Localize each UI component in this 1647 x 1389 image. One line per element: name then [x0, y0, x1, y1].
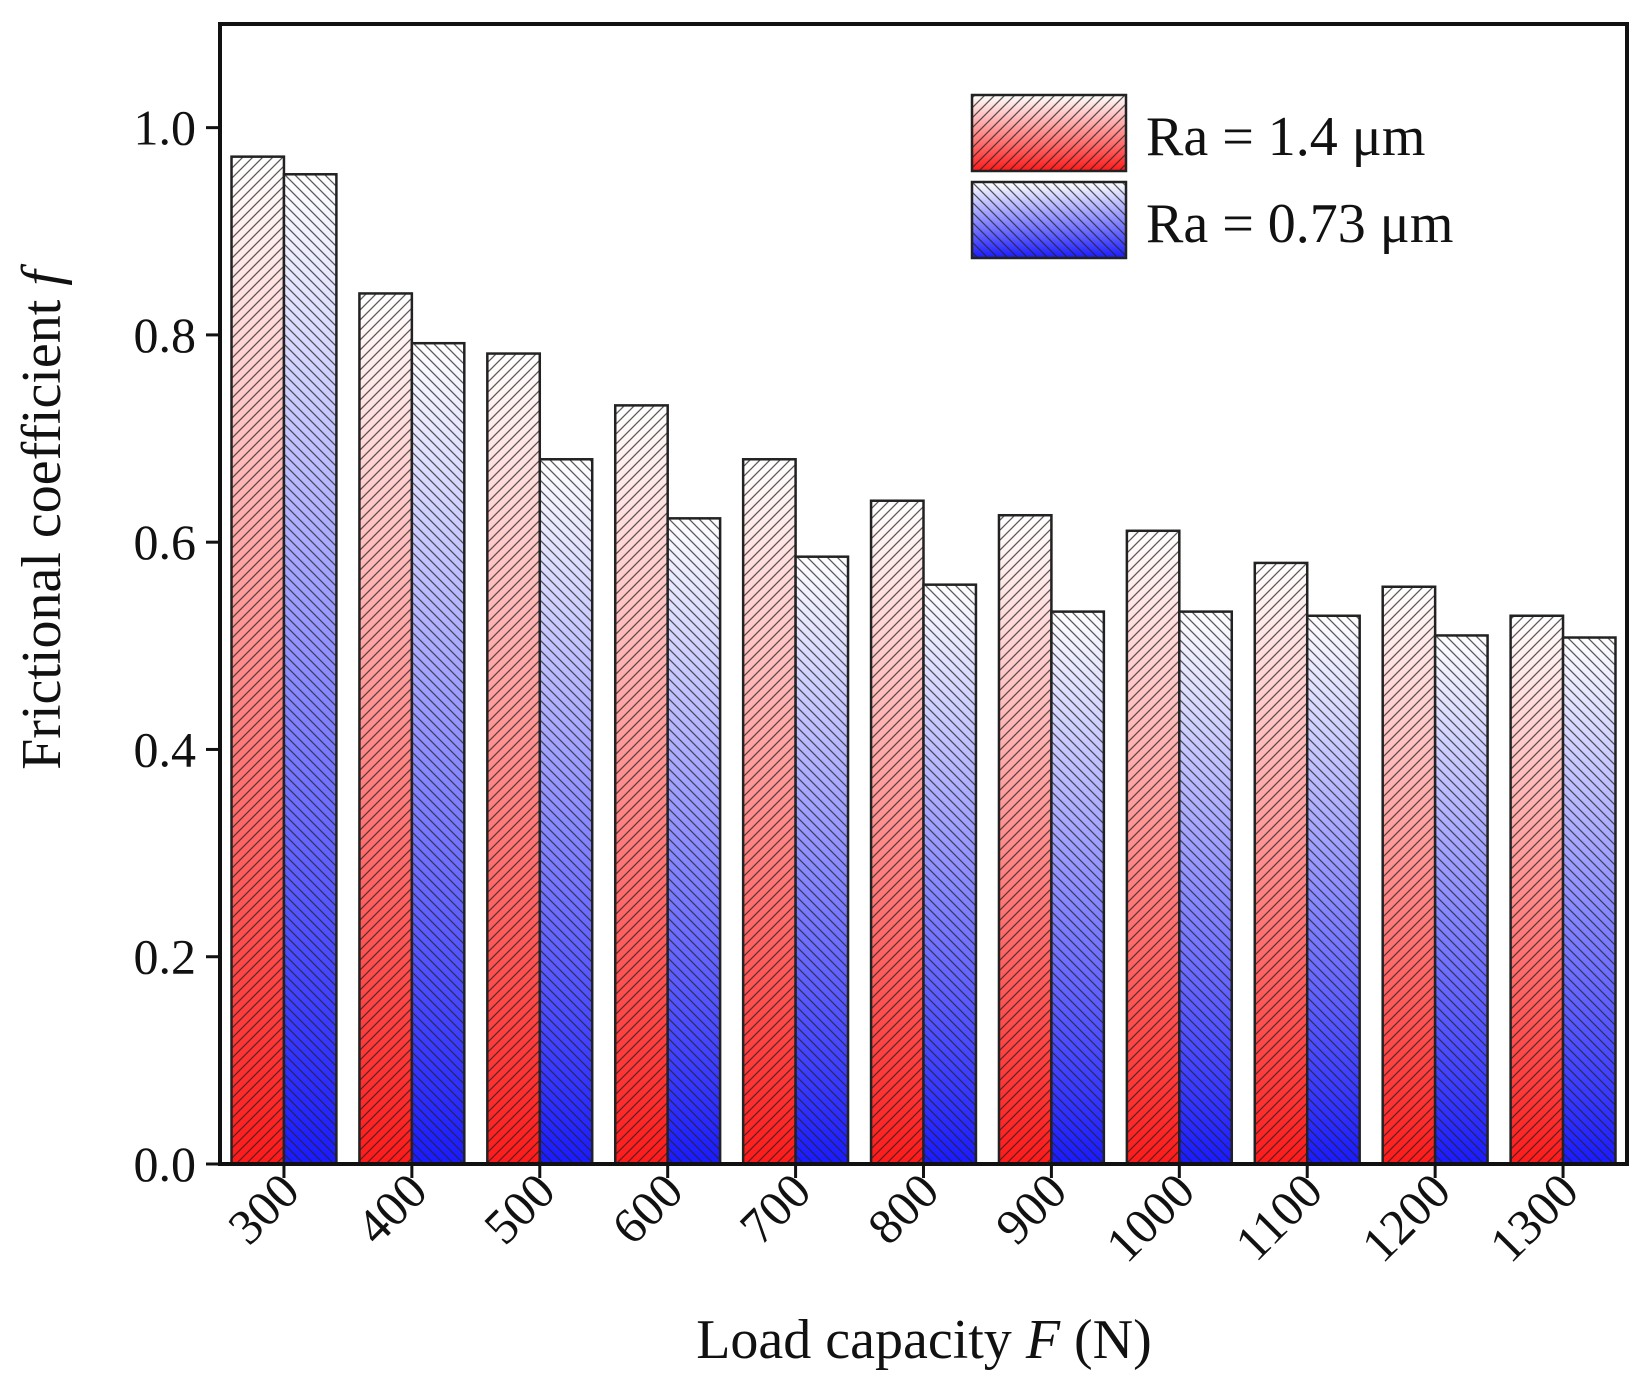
- y-tick-label-0-4: 0.4: [134, 721, 197, 777]
- bar-ra-1-4-m-500-hatch: [487, 353, 540, 1165]
- bar-ra-0-73-m-1300: [1561, 636, 1617, 1166]
- bar-ra-0-73-m-900: [1050, 610, 1106, 1166]
- bar-ra-1-4-m-600-hatch: [615, 405, 668, 1164]
- legend-label-ra-1-4: Ra = 1.4 μm: [1146, 106, 1425, 168]
- x-tick-label-900: 900: [985, 1162, 1078, 1255]
- plot-frame: [218, 22, 1629, 1166]
- bar-ra-0-73-m-1200: [1433, 634, 1489, 1166]
- bar-ra-0-73-m-900-hatch: [1051, 611, 1104, 1164]
- bar-ra-0-73-m-400-hatch: [411, 343, 465, 1164]
- y-tick-label-0-2: 0.2: [134, 929, 197, 985]
- y-tick-label-0-8: 0.8: [134, 307, 197, 363]
- x-axis-title-prefix: Load capacity: [696, 1309, 1026, 1371]
- bar-ra-1-4-m-300-hatch: [231, 156, 284, 1164]
- bar-ra-1-4-m-1200: [1381, 585, 1437, 1166]
- x-tick-label-400: 400: [345, 1162, 438, 1255]
- bar-ra-0-73-m-800: [922, 583, 978, 1166]
- bar-ra-0-73-m-1000-hatch: [1179, 611, 1232, 1164]
- bar-ra-0-73-m-1100-hatch: [1307, 615, 1360, 1164]
- bar-ra-0-73-m-700-hatch: [795, 556, 849, 1164]
- x-tick-label-1300: 1300: [1479, 1162, 1589, 1272]
- bar-ra-1-4-m-1000-hatch: [1126, 530, 1180, 1164]
- legend-swatch-ra-1-4-hatch: [972, 95, 1126, 171]
- bar-ra-0-73-m-600: [666, 517, 722, 1166]
- y-axis-title-text: Frictional coefficient: [11, 286, 73, 770]
- bars-group: [230, 155, 1617, 1166]
- bar-ra-1-4-m-900-hatch: [998, 515, 1052, 1164]
- x-tick-label-800: 800: [857, 1162, 950, 1255]
- bar-ra-1-4-m-400: [358, 292, 414, 1166]
- bar-ra-0-73-m-400: [410, 341, 466, 1166]
- bar-ra-0-73-m-1300-hatch: [1563, 637, 1616, 1164]
- y-tick-label-0-6: 0.6: [134, 514, 197, 570]
- bar-ra-0-73-m-500-hatch: [539, 459, 593, 1165]
- legend: Ra = 1.4 μm Ra = 0.73 μm: [970, 93, 1453, 260]
- x-axis-title-suffix: (N): [1060, 1309, 1152, 1371]
- bar-ra-0-73-m-1100: [1305, 614, 1361, 1166]
- bar-ra-1-4-m-600: [613, 404, 669, 1166]
- legend-label-ra-0-73: Ra = 0.73 μm: [1146, 193, 1453, 255]
- bar-ra-1-4-m-400-hatch: [359, 293, 412, 1164]
- x-tick-label-300: 300: [217, 1162, 310, 1255]
- bar-ra-0-73-m-700: [794, 555, 850, 1166]
- x-axis-title: Load capacity F (N): [696, 1309, 1152, 1371]
- x-tick-label-500: 500: [473, 1162, 566, 1255]
- legend-swatch-ra-0-73-hatch: [972, 182, 1126, 258]
- bar-ra-1-4-m-500: [486, 352, 542, 1166]
- bar-ra-1-4-m-800: [869, 499, 925, 1166]
- y-axis-title-symbol: f: [11, 263, 73, 286]
- bar-ra-1-4-m-300: [230, 155, 286, 1166]
- bar-ra-1-4-m-1100-hatch: [1254, 562, 1308, 1164]
- y-tick-label-0-0: 0.0: [134, 1136, 197, 1192]
- bar-ra-0-73-m-1000: [1178, 610, 1234, 1166]
- bar-ra-1-4-m-700-hatch: [743, 459, 796, 1165]
- bar-ra-1-4-m-1300: [1509, 614, 1565, 1166]
- bar-ra-1-4-m-900: [997, 513, 1053, 1166]
- bar-ra-1-4-m-1300-hatch: [1510, 615, 1564, 1164]
- x-tick-label-600: 600: [601, 1162, 694, 1255]
- bar-ra-1-4-m-1200-hatch: [1382, 586, 1436, 1164]
- y-axis-title: Frictional coefficient f: [11, 263, 73, 770]
- bar-ra-1-4-m-1100: [1253, 561, 1309, 1166]
- bar-ra-0-73-m-600-hatch: [667, 518, 721, 1164]
- x-axis-title-symbol: F: [1025, 1309, 1061, 1371]
- bar-ra-1-4-m-800-hatch: [871, 500, 924, 1164]
- bar-ra-0-73-m-800-hatch: [923, 584, 976, 1164]
- bar-ra-0-73-m-500: [538, 458, 594, 1166]
- bar-ra-1-4-m-1000: [1125, 529, 1181, 1166]
- x-tick-label-1200: 1200: [1351, 1162, 1461, 1272]
- y-tick-label-1-0: 1.0: [134, 100, 197, 156]
- x-tick-label-1000: 1000: [1095, 1162, 1205, 1272]
- bar-ra-0-73-m-1200-hatch: [1435, 635, 1488, 1164]
- bar-ra-1-4-m-700: [741, 458, 797, 1166]
- bar-ra-0-73-m-300-hatch: [283, 174, 337, 1165]
- x-tick-label-1100: 1100: [1224, 1162, 1333, 1271]
- x-tick-label-700: 700: [729, 1162, 822, 1255]
- bar-ra-0-73-m-300: [282, 173, 338, 1166]
